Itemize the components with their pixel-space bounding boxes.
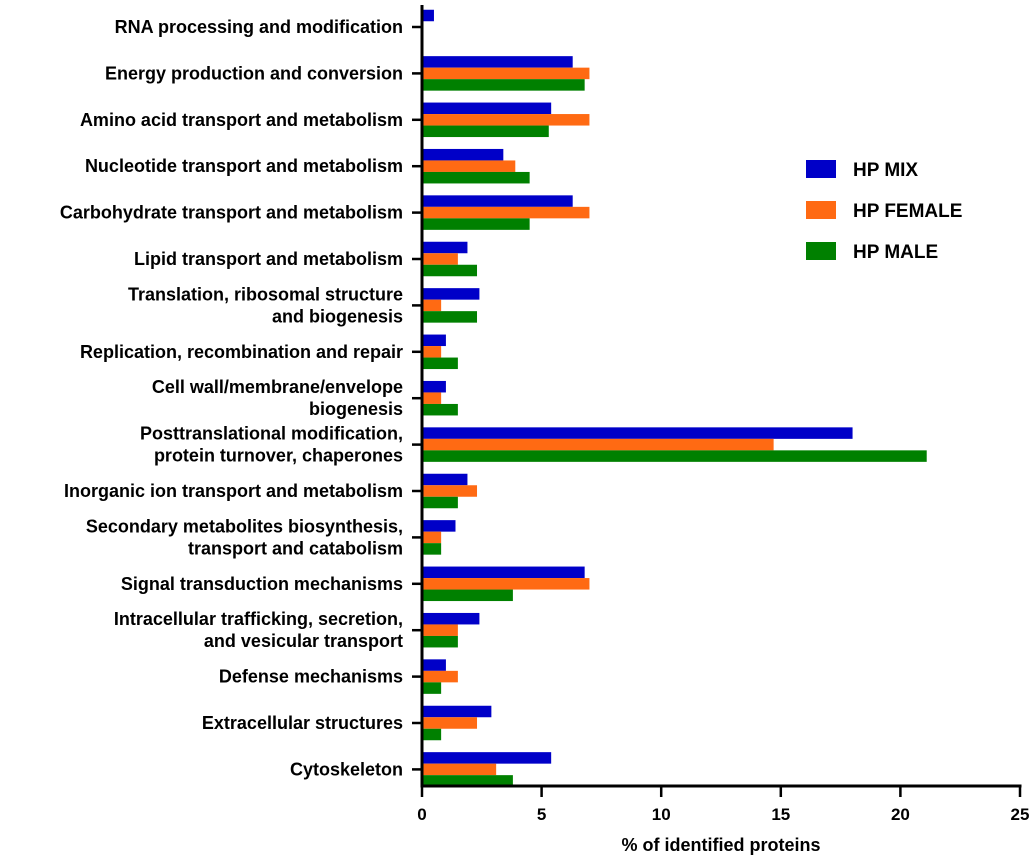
category-label: Extracellular structures [202,713,403,733]
bar-hp-mix-14 [422,659,446,671]
bar-hp-female-4 [422,206,590,219]
bar-hp-female-10 [422,485,478,497]
category-label: Energy production and conversion [105,63,403,83]
legend-swatch-hp-female [806,201,836,219]
bar-hp-mix-5 [422,241,468,254]
category-label: Nucleotide transport and metabolism [85,156,403,176]
bar-hp-female-12 [422,578,590,590]
category-label: RNA processing and modification [115,17,403,37]
bar-hp-female-14 [422,670,458,683]
category-labels: RNA processing and modification Energy pr… [60,17,403,779]
bar-hp-female-9 [422,438,774,451]
bar-hp-male-6 [422,311,478,323]
axes [412,5,1022,788]
bar-hp-mix-10 [422,473,468,486]
bar-hp-female-1 [422,67,590,80]
bar-hp-male-10 [422,496,458,509]
bar-hp-mix-13 [422,612,480,625]
x-tick-label: 0 [417,805,426,824]
bar-hp-mix-8 [422,380,446,393]
category-label: Carbohydrate transport and metabolism [60,203,403,223]
bar-hp-mix-7 [422,334,446,347]
x-tick-label: 5 [537,805,546,824]
bar-hp-mix-0 [422,9,434,22]
bar-hp-female-16 [422,763,497,776]
legend-swatch-hp-male [806,242,836,260]
bar-hp-male-5 [422,264,478,277]
bar-hp-male-11 [422,543,442,555]
bar-hp-male-16 [422,775,513,787]
legend-label-hp-male: HP MALE [853,242,938,263]
bar-hp-mix-16 [422,752,552,764]
bar-hp-female-5 [422,253,458,265]
bar-hp-mix-4 [422,195,573,207]
bar-hp-male-4 [422,218,530,230]
category-label: Inorganic ion transport and metabolism [64,481,403,501]
x-tick-label: 20 [891,805,910,824]
bar-hp-mix-1 [422,56,573,68]
bar-hp-mix-3 [422,148,504,161]
category-label: Lipid transport and metabolism [134,249,403,269]
bar-hp-female-7 [422,346,442,358]
bar-hp-female-15 [422,717,478,729]
bar-hp-mix-9 [422,427,853,439]
x-tick-label: 15 [771,805,790,824]
legend-swatch-hp-mix [806,160,836,178]
bar-hp-male-7 [422,357,458,370]
legend-label-hp-mix: HP MIX [853,160,918,181]
bar-hp-male-9 [422,450,927,462]
x-ticks: 0 5 10 15 20 25 [417,786,1029,824]
bar-hp-female-6 [422,299,442,312]
category-label: Translation, ribosomal structure and biog… [128,284,403,326]
legend: HP MIX HP FEMALE HP MALE [806,160,962,263]
category-label: Signal transduction mechanisms [121,574,403,594]
category-label: Cell wall/membrane/envelope biogenesis [152,377,403,419]
category-label: Defense mechanisms [219,667,403,687]
bar-hp-mix-15 [422,705,492,718]
x-tick-label: 10 [652,805,671,824]
bar-hp-male-2 [422,125,549,138]
bars-layer [422,9,927,787]
bar-hp-male-1 [422,79,585,91]
bar-hp-female-3 [422,160,516,172]
bar-hp-male-14 [422,682,442,694]
bar-hp-mix-11 [422,520,456,532]
bar-hp-female-13 [422,624,458,636]
bar-hp-female-11 [422,531,442,544]
x-axis-title: % of identified proteins [621,835,820,855]
category-label: Intracellular trafficking, secretion, and… [114,609,403,651]
bar-hp-female-2 [422,114,590,126]
legend-label-hp-female: HP FEMALE [853,201,962,222]
bar-hp-mix-12 [422,566,585,579]
bar-hp-male-3 [422,171,530,184]
bar-hp-mix-2 [422,102,552,115]
x-tick-label: 25 [1011,805,1030,824]
bar-hp-male-13 [422,635,458,648]
category-label: Posttranslational modification, protein t… [140,424,403,466]
category-label: Cytoskeleton [290,759,403,779]
bar-hp-male-15 [422,728,442,741]
bar-hp-mix-6 [422,288,480,300]
bar-hp-male-8 [422,403,458,416]
category-label: Amino acid transport and metabolism [80,110,403,130]
bar-hp-male-12 [422,589,513,602]
bar-hp-female-8 [422,392,442,404]
category-label: Secondary metabolites biosynthesis, trans… [86,516,403,558]
category-label: Replication, recombination and repair [80,342,403,362]
